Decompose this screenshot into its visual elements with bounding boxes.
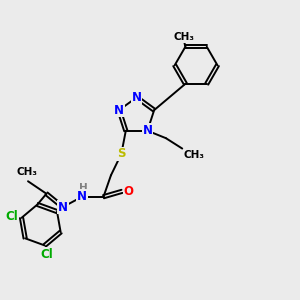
- Text: N: N: [58, 201, 68, 214]
- Text: Cl: Cl: [41, 248, 53, 261]
- Text: CH₃: CH₃: [184, 150, 205, 160]
- Text: H: H: [79, 183, 88, 194]
- Text: N: N: [142, 124, 152, 137]
- Text: O: O: [124, 185, 134, 198]
- Text: N: N: [132, 91, 142, 104]
- Text: CH₃: CH₃: [16, 167, 37, 177]
- Text: CH₃: CH₃: [173, 32, 194, 42]
- Text: N: N: [114, 103, 124, 117]
- Text: N: N: [77, 190, 87, 202]
- Text: S: S: [117, 147, 126, 161]
- Text: Cl: Cl: [6, 210, 18, 223]
